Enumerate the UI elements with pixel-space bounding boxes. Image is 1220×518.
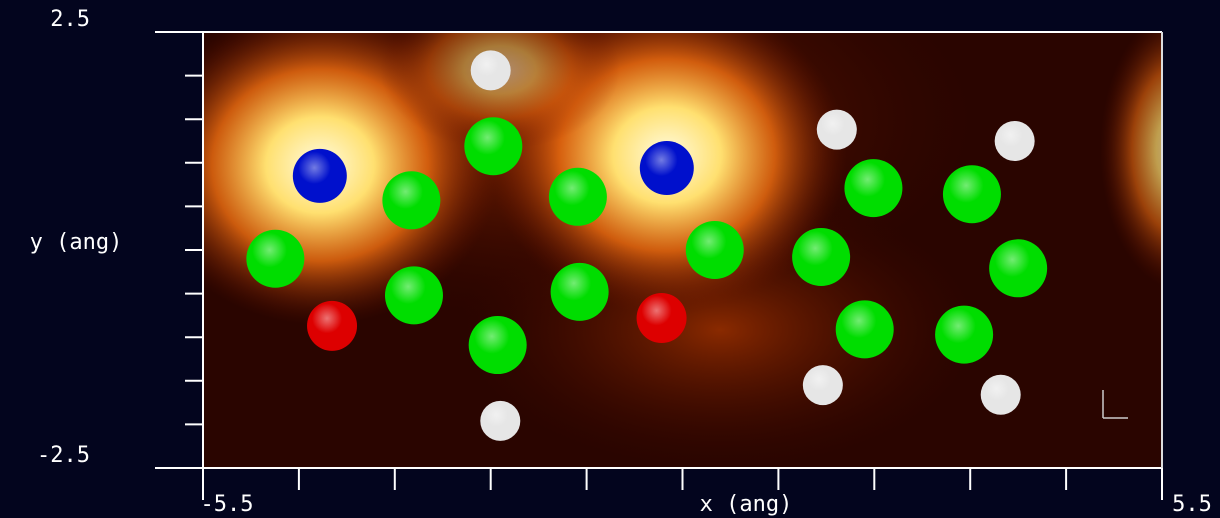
atom-shine [292,148,347,203]
atom-shine [639,141,694,196]
atom-shine [942,165,1001,224]
atom-shine [548,167,607,226]
density-map [203,32,1162,468]
atom-shine [246,229,305,288]
atom-shine [835,300,894,359]
y-tick-label: 2.5 [50,7,90,32]
y-tick-label: -2.5 [37,443,90,468]
atom-shine [636,293,687,344]
atom-shine [468,316,527,375]
atom-shine [792,227,851,286]
atom-shine [307,300,358,351]
atom-shine [382,171,441,230]
atom-shine [816,109,857,150]
atom-shine [384,266,443,325]
atom-shine [844,159,903,218]
x-axis-label: x (ang) [700,492,793,517]
orientation-indicator [1102,390,1128,419]
atom-shine [685,221,744,279]
atom-shine [464,117,523,176]
atom-shine [935,305,994,364]
x-tick-label: -5.5 [201,492,254,517]
atom-shine [802,365,843,406]
atom-shine [980,374,1021,415]
x-tick-label: 5.5 [1172,492,1212,517]
atom-shine [480,400,521,441]
atom-shine [550,262,609,321]
atom-shine [989,239,1048,298]
atom-shine [994,121,1035,161]
atom-shine [470,50,511,91]
y-axis-label: y (ang) [30,230,123,255]
